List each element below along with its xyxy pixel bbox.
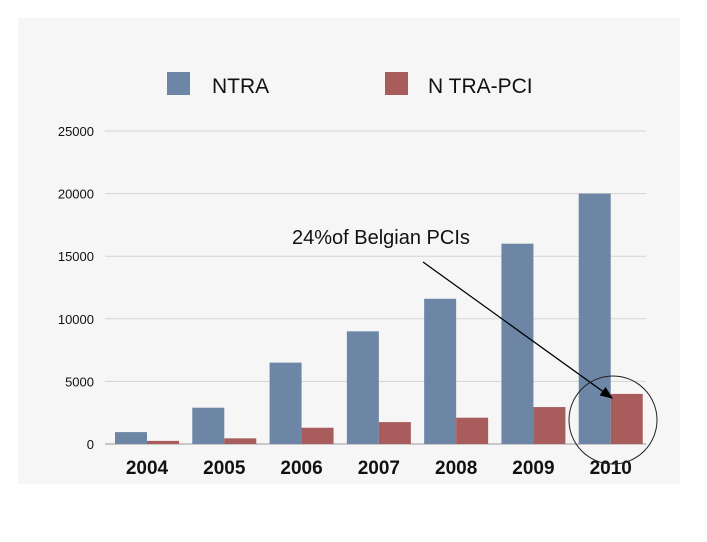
x-tick-label: 2007 bbox=[358, 458, 400, 479]
bar-ntra-2010 bbox=[578, 193, 611, 444]
x-tick-label: 2010 bbox=[590, 458, 632, 479]
y-tick-label: 10000 bbox=[58, 312, 94, 327]
legend-swatch-ntra-pci bbox=[385, 72, 408, 95]
bar-ntra-pci-2009 bbox=[533, 407, 566, 444]
annotation: 24%of Belgian PCIs bbox=[292, 227, 658, 465]
y-tick-label: 15000 bbox=[58, 249, 94, 264]
bar-ntra-pci-2010 bbox=[610, 393, 643, 444]
bar-ntra-2005 bbox=[192, 407, 225, 444]
bar-ntra-pci-2005 bbox=[224, 438, 257, 444]
x-tick-label: 2005 bbox=[203, 458, 246, 479]
bar-ntra-2007 bbox=[346, 331, 379, 444]
annotation-text: 24%of Belgian PCIs bbox=[292, 227, 470, 249]
bar-ntra-2008 bbox=[424, 298, 457, 444]
y-tick-label: 20000 bbox=[58, 187, 94, 202]
legend-label-ntra: NTRA bbox=[212, 75, 269, 98]
y-axis: 0 5000 10000 15000 20000 25000 bbox=[58, 124, 94, 452]
annotation-arrow bbox=[422, 261, 614, 399]
legend-label-ntra-pci: N TRA-PCI bbox=[428, 75, 533, 98]
x-tick-label: 2008 bbox=[435, 458, 477, 479]
annotation-circle bbox=[568, 375, 658, 465]
bar-ntra-pci-2007 bbox=[378, 422, 411, 444]
x-tick-label: 2004 bbox=[126, 458, 169, 479]
bars bbox=[115, 193, 643, 444]
bar-ntra-2006 bbox=[269, 362, 302, 444]
bar-ntra-pci-2004 bbox=[147, 440, 179, 444]
bar-ntra-pci-2008 bbox=[456, 417, 489, 444]
bar-ntra-2009 bbox=[501, 243, 534, 444]
x-tick-label: 2009 bbox=[512, 458, 554, 479]
legend: NTRA N TRA-PCI bbox=[167, 72, 533, 98]
legend-swatch-ntra bbox=[167, 72, 190, 95]
y-tick-label: 5000 bbox=[65, 374, 94, 389]
bar-ntra-pci-2006 bbox=[301, 427, 334, 444]
bar-ntra-2004 bbox=[115, 432, 147, 444]
y-tick-label: 25000 bbox=[58, 124, 94, 139]
y-tick-label: 0 bbox=[87, 437, 94, 452]
x-tick-label: 2006 bbox=[280, 458, 322, 479]
